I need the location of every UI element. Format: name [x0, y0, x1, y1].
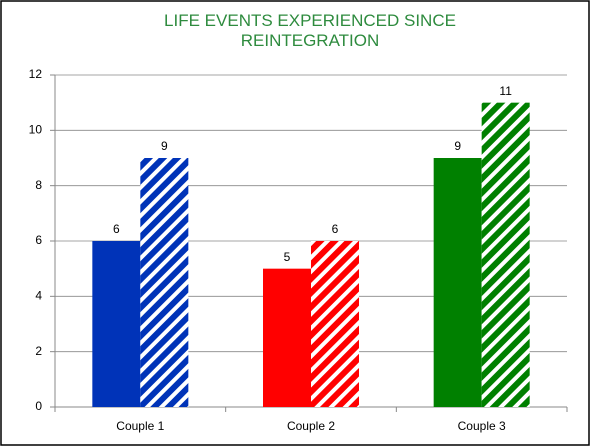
- bar: [92, 241, 141, 407]
- bar: [433, 158, 482, 407]
- data-label: 9: [454, 139, 461, 153]
- y-tick-label: 12: [29, 67, 43, 81]
- bar: [481, 102, 530, 408]
- x-tick-label: Couple 2: [287, 419, 335, 433]
- y-tick-label: 8: [35, 178, 42, 192]
- x-tick-label: Couple 3: [458, 419, 506, 433]
- data-label: 5: [284, 250, 291, 264]
- x-tick-label: Couple 1: [116, 419, 164, 433]
- y-tick-label: 0: [35, 399, 42, 413]
- y-tick-label: 6: [35, 233, 42, 247]
- data-label: 6: [113, 222, 120, 236]
- chart-title: LIFE EVENTS EXPERIENCED SINCE REINTEGRAT…: [164, 11, 456, 50]
- data-label: 9: [161, 139, 168, 153]
- bar: [263, 268, 311, 407]
- data-label: 11: [499, 84, 512, 98]
- y-tick-label: 4: [35, 289, 42, 303]
- data-label: 6: [332, 222, 339, 236]
- bar: [140, 158, 189, 407]
- bar: [311, 241, 359, 407]
- y-tick-label: 2: [35, 344, 42, 358]
- y-tick-label: 10: [29, 123, 43, 137]
